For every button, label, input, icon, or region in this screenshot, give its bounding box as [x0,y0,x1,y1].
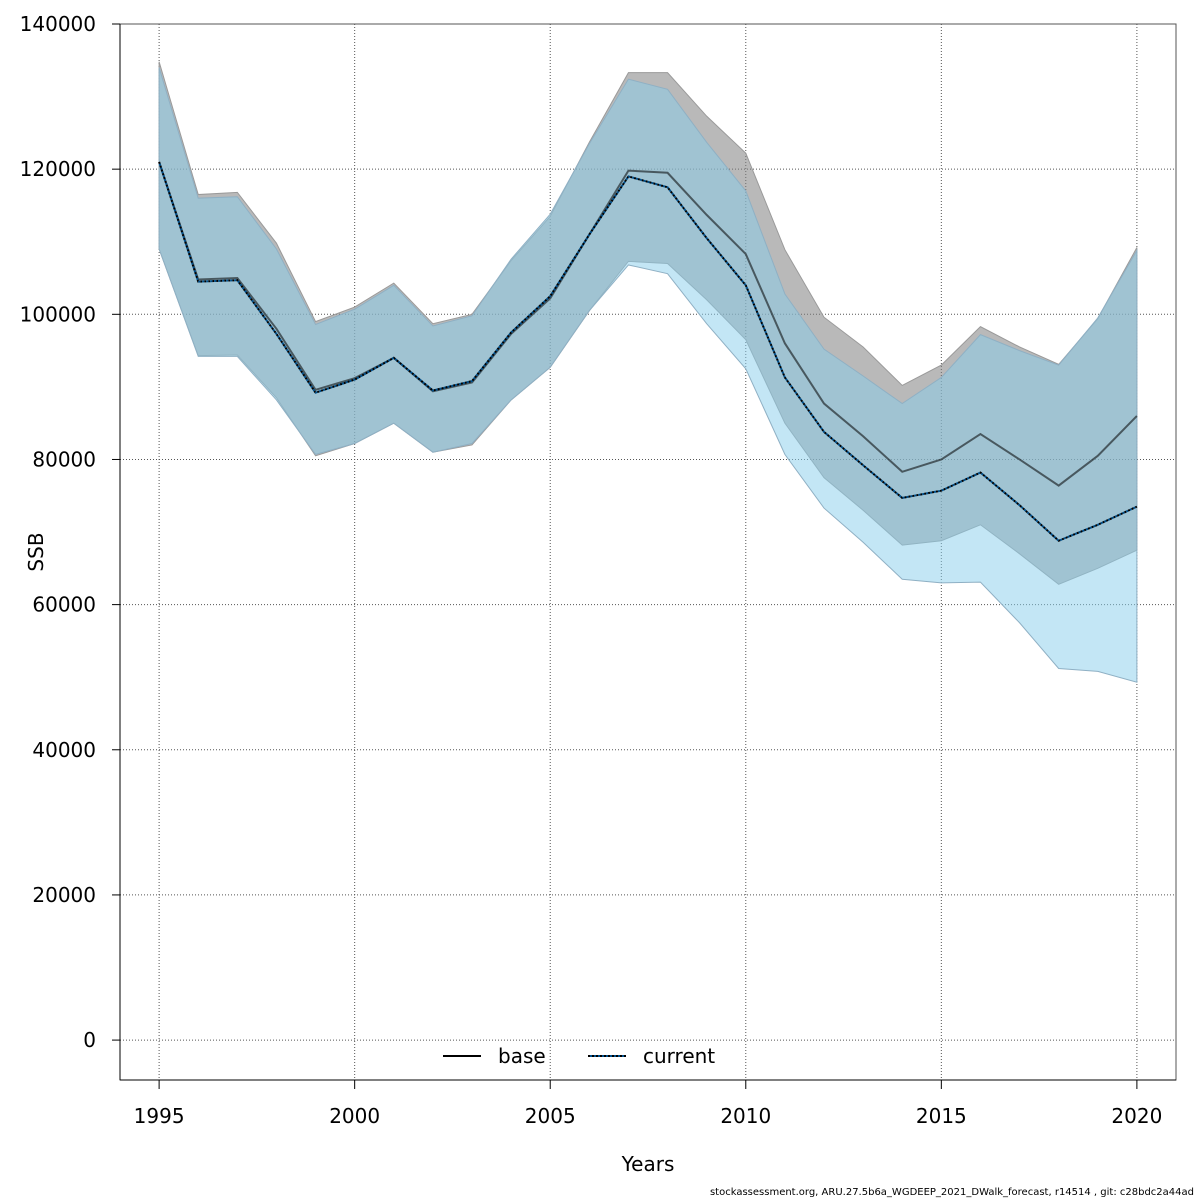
x-tick-label: 2005 [525,1104,576,1128]
series-line-current-accent [158,161,1138,542]
y-tick-label: 80000 [32,447,96,471]
series-lines [158,161,1138,542]
y-tick-label: 20000 [32,883,96,907]
y-tick-label: 0 [83,1028,96,1052]
y-tick-label: 120000 [20,157,96,181]
x-tick-label: 2010 [720,1104,771,1128]
y-tick-label: 140000 [20,12,96,36]
y-tick-label: 40000 [32,738,96,762]
legend-label-current: current [643,1044,715,1068]
y-tick-label: 60000 [32,593,96,617]
legend-label-base: base [498,1044,546,1068]
x-tick-label: 1995 [134,1104,185,1128]
legend: base current [443,1044,715,1068]
confidence-band-current [158,67,1138,683]
grid-lines [120,23,1176,1080]
y-axis-title: SSB [24,532,48,571]
axes: 0 20000 40000 60000 80000 100000 120000 140000 1… [20,12,1177,1128]
x-tick-label: 2015 [916,1104,967,1128]
footer-credit: stockassessment.org, ARU.27.5b6a_WGDEEP_… [709,1187,1194,1198]
confidence-bands [158,61,1138,683]
x-tick-label: 2000 [329,1104,380,1128]
x-axis-title: Years [621,1152,675,1176]
series-line-base [158,161,1138,487]
x-tick-label: 2020 [1111,1104,1162,1128]
series-line-current [158,161,1138,542]
y-tick-label: 100000 [20,302,96,326]
